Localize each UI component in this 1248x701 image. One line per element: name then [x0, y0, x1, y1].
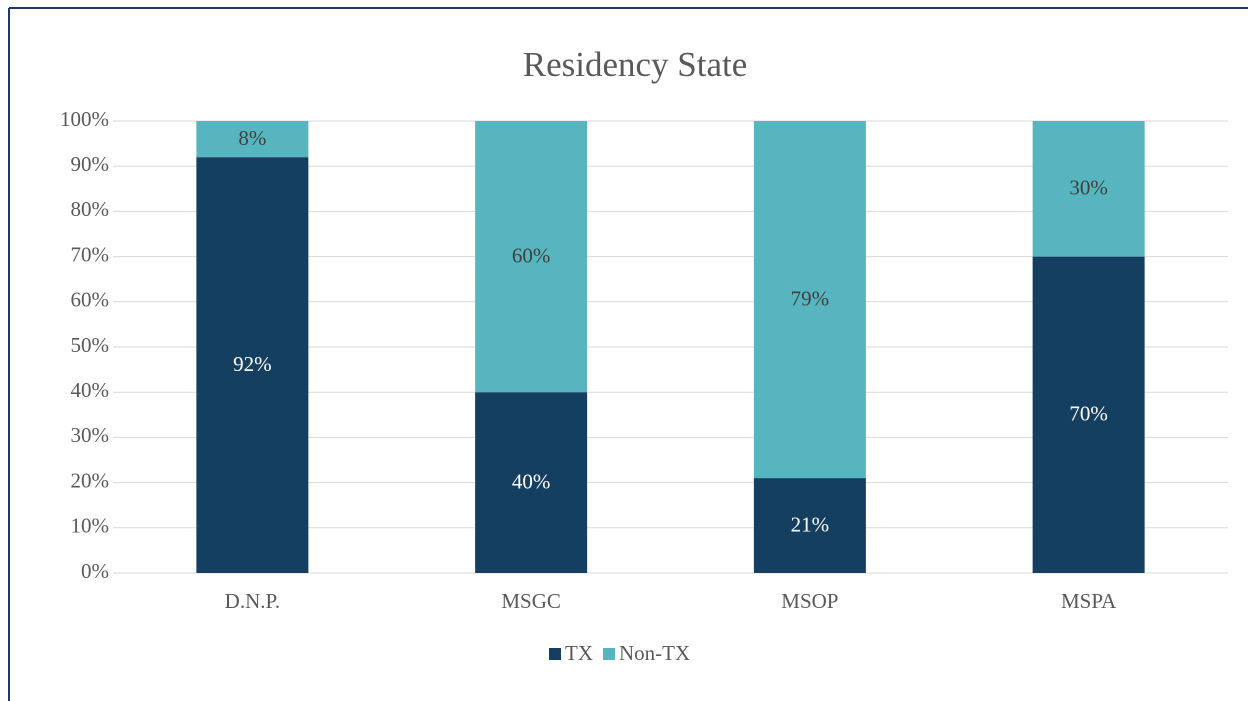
x-tick-label: D.N.P. [225, 589, 280, 613]
bar-segment [475, 121, 588, 393]
data-label: 92% [233, 352, 272, 376]
data-label: 70% [1069, 402, 1108, 426]
legend-swatch [549, 648, 561, 660]
y-tick-label: 50% [71, 333, 110, 357]
y-tick-label: 60% [71, 288, 110, 312]
data-label: 8% [238, 126, 266, 150]
data-label: 60% [512, 243, 551, 267]
bar-segment [475, 392, 588, 573]
y-tick-label: 0% [81, 559, 109, 583]
x-tick-label: MSOP [781, 589, 838, 613]
data-label: 40% [512, 469, 551, 493]
bar-segment [753, 478, 866, 573]
bar-segment [753, 121, 866, 479]
y-tick-label: 100% [60, 107, 109, 131]
x-tick-label: MSGC [501, 589, 561, 613]
data-label: 30% [1069, 176, 1108, 200]
bar-segment [1032, 256, 1145, 573]
data-label: 79% [791, 286, 830, 310]
y-tick-label: 40% [71, 378, 110, 402]
y-tick-label: 90% [71, 152, 110, 176]
y-tick-label: 30% [71, 423, 110, 447]
chart-title: Residency State [523, 45, 748, 84]
legend-label: Non-TX [619, 641, 690, 665]
bar-segment [1032, 121, 1145, 257]
legend-swatch [603, 648, 615, 660]
bar-segment [196, 121, 309, 158]
bar-segment [196, 157, 309, 573]
x-tick-label: MSPA [1061, 589, 1117, 613]
y-tick-label: 10% [71, 514, 110, 538]
legend-label: TX [565, 641, 593, 665]
y-tick-label: 80% [71, 197, 110, 221]
data-label: 21% [791, 512, 830, 536]
y-tick-label: 70% [71, 242, 110, 266]
y-tick-label: 20% [71, 468, 110, 492]
